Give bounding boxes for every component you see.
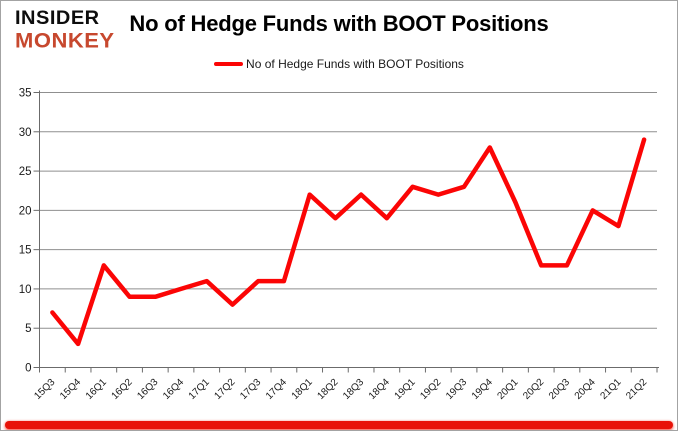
x-axis-label: 18Q1 [290,377,315,402]
legend-label: No of Hedge Funds with BOOT Positions [246,57,464,71]
chart-title: No of Hedge Funds with BOOT Positions [129,11,549,36]
insider-monkey-logo: INSIDER MONKEY [15,9,115,51]
legend-line-swatch [214,61,244,67]
x-axis-label: 16Q3 [135,377,160,402]
x-axis-label: 17Q4 [264,377,289,402]
hedge-funds-series-line [50,137,647,347]
x-axis-label: 18Q3 [341,377,366,402]
logo-line-insider: INSIDER [15,7,100,30]
y-axis-label: 0 [25,363,31,375]
y-axis-label: 25 [19,166,32,178]
y-axis-label: 35 [19,88,32,100]
y-axis-label: 10 [19,284,32,296]
x-axis-label: 21Q2 [624,377,649,402]
x-axis-label: 20Q3 [547,377,572,402]
x-axis-label: 16Q4 [161,377,186,402]
x-axis-label: 20Q1 [496,377,521,402]
x-axis-label: 18Q4 [367,377,392,402]
x-axis-label: 18Q2 [315,377,340,402]
x-axis-label: 16Q1 [84,377,109,402]
x-axis-label: 19Q2 [418,377,443,402]
x-axis-label: 20Q4 [573,377,598,402]
x-axis-label: 19Q1 [393,377,418,402]
x-axis-label: 21Q1 [598,377,623,402]
y-axis-label: 5 [25,323,31,335]
x-axis-label: 19Q3 [444,377,469,402]
y-axis-label: 20 [19,205,32,217]
bottom-red-bar [5,421,673,429]
x-axis-label: 20Q2 [521,377,546,402]
x-axis-label: 17Q2 [213,377,238,402]
x-axis-label: 17Q1 [187,377,212,402]
x-axis-label: 16Q2 [110,377,135,402]
y-axis-label: 15 [19,245,32,257]
x-axis-label: 15Q3 [32,377,57,402]
legend: No of Hedge Funds with BOOT Positions [1,57,677,71]
x-axis-label: 17Q3 [238,377,263,402]
logo-line-monkey: MONKEY [15,28,115,53]
x-axis-label: 15Q4 [58,377,83,402]
x-axis-label: 19Q4 [470,377,495,402]
y-axis-label: 30 [19,127,32,139]
